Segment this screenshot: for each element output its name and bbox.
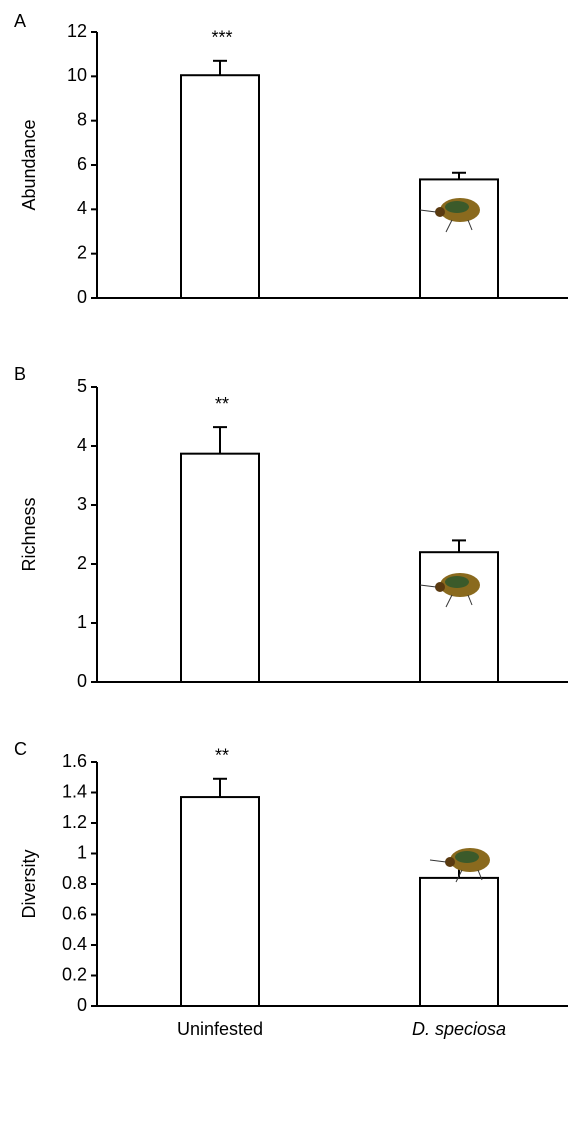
beetle-icon: [429, 848, 490, 883]
y-tick-label: 6: [77, 154, 87, 174]
y-tick-label: 4: [77, 198, 87, 218]
bar: [180, 452, 260, 684]
bar: [180, 74, 260, 299]
y-tick-label: 1: [77, 842, 87, 862]
y-tick-label: 0.4: [62, 934, 87, 954]
y-tick-label: 0.2: [62, 964, 87, 984]
y-tick-label: 1.4: [62, 781, 87, 801]
significance-label: **: [215, 746, 229, 766]
bar: [419, 876, 499, 1008]
y-tick-label: 0.6: [62, 903, 87, 923]
beetle-icon: [419, 573, 480, 608]
y-tick-label: 0: [77, 995, 87, 1015]
y-tick-label: 10: [67, 65, 87, 85]
y-axis-title: Richness: [19, 497, 39, 571]
beetle-icon: [419, 198, 480, 233]
y-tick-label: 0: [77, 671, 87, 691]
y-tick-label: 5: [77, 376, 87, 396]
y-tick-label: 2: [77, 242, 87, 262]
x-tick-label: Uninfested: [177, 1019, 263, 1039]
y-tick-label: 1.6: [62, 751, 87, 771]
y-tick-label: 4: [77, 435, 87, 455]
y-tick-label: 2: [77, 553, 87, 573]
y-tick-label: 1.2: [62, 812, 87, 832]
significance-label: **: [215, 394, 229, 414]
y-tick-label: 0: [77, 287, 87, 307]
y-tick-label: 3: [77, 494, 87, 514]
y-tick-label: 12: [67, 21, 87, 41]
y-tick-label: 8: [77, 109, 87, 129]
bar: [180, 796, 260, 1008]
panel-label: A: [14, 11, 26, 31]
x-tick-label: D. speciosa: [412, 1019, 506, 1039]
y-tick-label: 0.8: [62, 873, 87, 893]
y-tick-label: 1: [77, 612, 87, 632]
bar: [419, 551, 499, 684]
significance-label: ***: [211, 28, 232, 48]
bar: [419, 178, 499, 300]
y-axis-title: Diversity: [19, 849, 39, 918]
panel-label: C: [14, 739, 27, 759]
panel-label: B: [14, 364, 26, 384]
y-axis-title: Abundance: [19, 119, 39, 210]
